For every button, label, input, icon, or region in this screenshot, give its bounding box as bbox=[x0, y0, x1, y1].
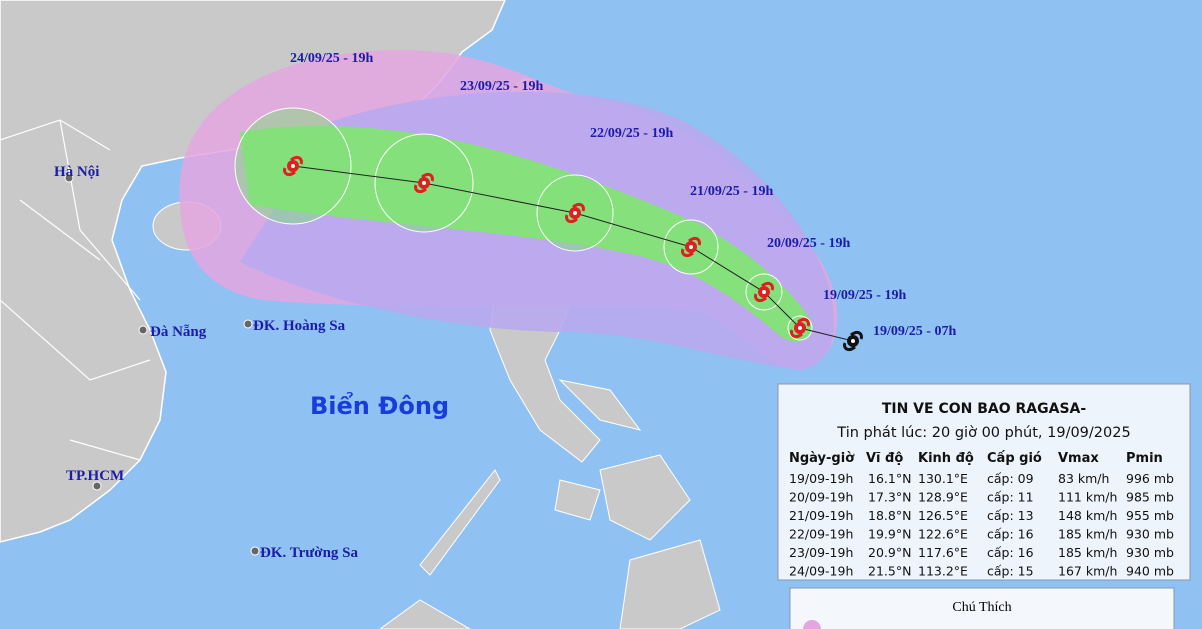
table-cell: 16.1°N bbox=[868, 471, 911, 486]
storm-swirl bbox=[414, 173, 434, 193]
table-cell: 21.5°N bbox=[868, 564, 911, 579]
table-header: Vmax bbox=[1058, 451, 1099, 466]
borders bbox=[0, 119, 151, 461]
table-cell: cấp: 11 bbox=[987, 490, 1034, 505]
table-header: Pmin bbox=[1126, 451, 1163, 466]
place-dot bbox=[243, 319, 253, 329]
table-cell: 20.9°N bbox=[868, 545, 911, 560]
table-header: Cấp gió bbox=[987, 451, 1042, 466]
table-cell: 117.6°E bbox=[918, 545, 968, 560]
table-cell: 23/09-19h bbox=[789, 545, 853, 560]
storm-eye bbox=[762, 290, 766, 294]
table-cell: 996 mb bbox=[1126, 471, 1174, 486]
storm-eye bbox=[422, 181, 426, 185]
track-label: 23/09/25 - 19h bbox=[460, 79, 543, 94]
table-header: Ngày-giờ bbox=[789, 451, 855, 466]
storm-eye bbox=[851, 339, 855, 343]
table-cell: 17.3°N bbox=[868, 490, 911, 505]
table-cell: 930 mb bbox=[1126, 527, 1174, 542]
table-cell: 128.9°E bbox=[918, 490, 968, 505]
table-cell: 21/09-19h bbox=[789, 508, 853, 523]
track-label: 21/09/25 - 19h bbox=[690, 184, 773, 199]
table-cell: 126.5°E bbox=[918, 508, 968, 523]
place-dot bbox=[250, 546, 260, 556]
place-label: ĐK. Hoàng Sa bbox=[253, 318, 346, 334]
table-cell: 122.6°E bbox=[918, 527, 968, 542]
table-cell: cấp: 13 bbox=[987, 508, 1034, 523]
place-label: Đà Nẵng bbox=[150, 324, 207, 340]
table-cell: 19/09-19h bbox=[789, 471, 853, 486]
sea-label: Biển Đông bbox=[310, 390, 449, 420]
table-cell: 20/09-19h bbox=[789, 490, 853, 505]
place-dot bbox=[92, 481, 102, 491]
table-cell: 955 mb bbox=[1126, 508, 1174, 523]
legend-swatch bbox=[803, 620, 821, 629]
table-cell: 113.2°E bbox=[918, 564, 968, 579]
table-cell: 111 km/h bbox=[1058, 490, 1117, 505]
wind-circles bbox=[234, 107, 813, 341]
table-header: Kinh độ bbox=[918, 451, 974, 466]
place-label: TP.HCM bbox=[66, 468, 124, 484]
track-label: 24/09/25 - 19h bbox=[290, 51, 373, 66]
table-cell: cấp: 09 bbox=[987, 471, 1034, 486]
storm-swirl bbox=[790, 318, 810, 338]
table-cell: 148 km/h bbox=[1058, 508, 1117, 523]
storm-eye bbox=[689, 245, 693, 249]
info-title: TIN VE CON BAO RAGASA- bbox=[882, 401, 1087, 417]
track-label: 19/09/25 - 19h bbox=[823, 288, 906, 303]
place-label: ĐK. Trường Sa bbox=[260, 545, 359, 561]
table-cell: 130.1°E bbox=[918, 471, 968, 486]
table-cell: 185 km/h bbox=[1058, 545, 1117, 560]
storm-eye bbox=[291, 164, 295, 168]
table-cell: 985 mb bbox=[1126, 490, 1174, 505]
table-cell: cấp: 16 bbox=[987, 527, 1034, 542]
place-dot bbox=[138, 325, 148, 335]
table-cell: 24/09-19h bbox=[789, 564, 853, 579]
track-label: 19/09/25 - 07h bbox=[873, 324, 956, 339]
islands bbox=[379, 379, 721, 629]
storm-swirl bbox=[843, 331, 863, 351]
info-subtitle: Tin phát lúc: 20 giờ 00 phút, 19/09/2025 bbox=[836, 425, 1130, 441]
table-cell: 185 km/h bbox=[1058, 527, 1117, 542]
table-cell: 930 mb bbox=[1126, 545, 1174, 560]
storm-swirl bbox=[681, 237, 701, 257]
track-label: 20/09/25 - 19h bbox=[767, 236, 850, 251]
table-header: Vĩ độ bbox=[866, 451, 903, 466]
storm-eye bbox=[798, 326, 802, 330]
table-cell: 940 mb bbox=[1126, 564, 1174, 579]
legend-title: Chú Thích bbox=[952, 600, 1011, 615]
place-label: Hà Nội bbox=[54, 164, 99, 180]
storm-swirl bbox=[283, 156, 303, 176]
table-cell: cấp: 16 bbox=[987, 545, 1034, 560]
table-cell: 22/09-19h bbox=[789, 527, 853, 542]
storm-swirl bbox=[565, 203, 585, 223]
storm-eye bbox=[573, 211, 577, 215]
table-cell: 18.8°N bbox=[868, 508, 911, 523]
info-box bbox=[777, 383, 1191, 581]
storm-swirl bbox=[754, 282, 774, 302]
table-cell: cấp: 15 bbox=[987, 564, 1034, 579]
table-cell: 83 km/h bbox=[1058, 471, 1109, 486]
legend-box bbox=[789, 587, 1175, 629]
table-cell: 167 km/h bbox=[1058, 564, 1117, 579]
track-label: 22/09/25 - 19h bbox=[590, 126, 673, 141]
table-cell: 19.9°N bbox=[868, 527, 911, 542]
place-dot bbox=[64, 173, 74, 183]
